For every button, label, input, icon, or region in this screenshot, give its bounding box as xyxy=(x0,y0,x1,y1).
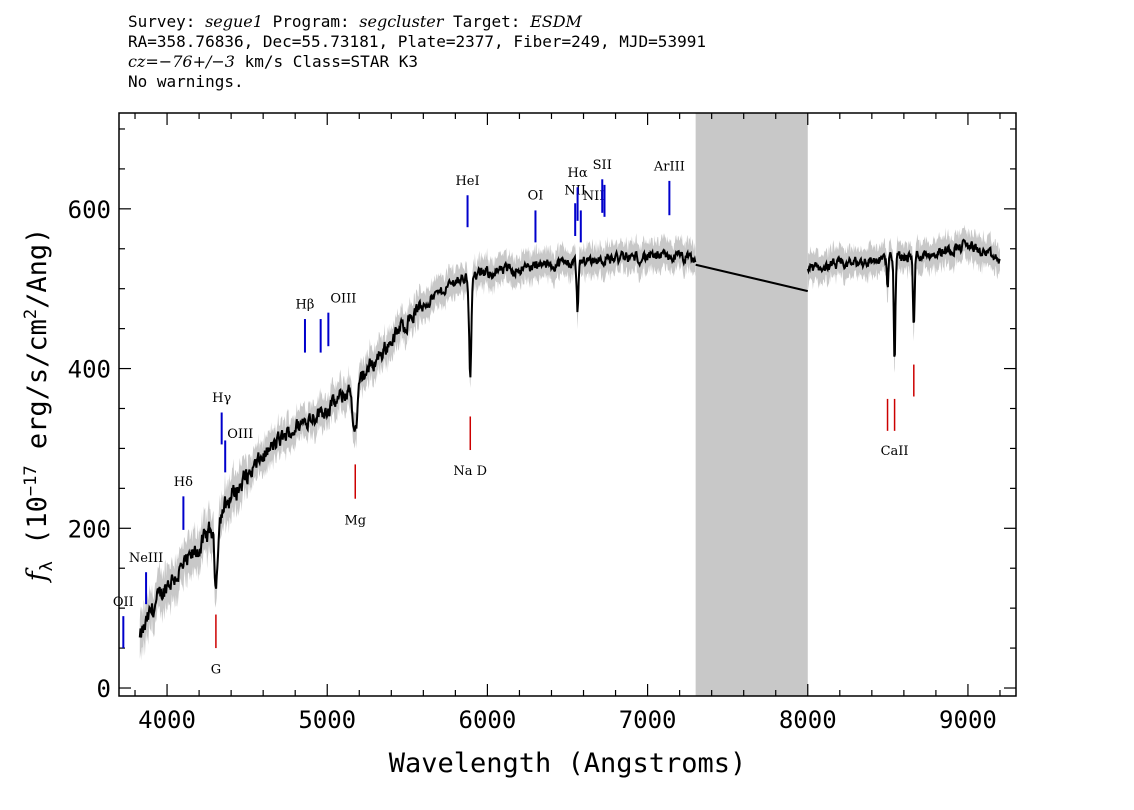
emission-line-label: Hδ xyxy=(174,475,193,490)
x-tick-label: 6000 xyxy=(459,706,517,734)
emission-line-label: NII xyxy=(564,183,586,198)
emission-line-label: NII xyxy=(583,189,605,204)
emission-line-label: SII xyxy=(593,158,612,173)
flux-line-blue xyxy=(138,248,697,638)
y-tick-label: 0 xyxy=(97,675,111,703)
survey-value: segue1 xyxy=(205,12,263,31)
survey-label: Survey: xyxy=(128,12,196,31)
y-axis-label-part3: /Ang) xyxy=(22,228,53,309)
coordinates-line: RA=358.76836, Dec=55.73181, Plate=2377, … xyxy=(128,32,706,51)
error-band-blue xyxy=(139,233,696,661)
x-tick-label: 5000 xyxy=(298,706,356,734)
y-axis-label-part1: (10 xyxy=(22,496,53,561)
y-axis-label: fλ (10−17 erg/s/cm2/Ang) xyxy=(21,228,57,584)
plot-area xyxy=(138,224,1001,661)
plot-frame xyxy=(118,112,1017,697)
y-tick-label: 600 xyxy=(68,196,111,224)
program-label: Program: xyxy=(272,12,350,31)
y-axis-label-exp: −17 xyxy=(21,465,41,496)
masked-region xyxy=(695,113,808,696)
flux-line-red xyxy=(806,238,1001,357)
emission-line-label: HeI xyxy=(455,174,479,189)
x-tick-label: 9000 xyxy=(939,706,997,734)
emission-line-label: OII xyxy=(113,595,134,610)
emission-line-label: OI xyxy=(528,188,544,203)
x-axis-label: Wavelength (Angstroms) xyxy=(389,748,747,779)
target-value: ESDM xyxy=(530,12,582,31)
y-axis-label-part2: erg/s/cm xyxy=(22,319,53,465)
absorption-line-label: G xyxy=(211,663,221,678)
warnings-text: No warnings. xyxy=(128,72,244,91)
emission-line-label: ArIII xyxy=(653,160,685,175)
emission-line-label: Hα xyxy=(568,166,588,181)
emission-line-label: Hβ xyxy=(296,298,315,313)
x-tick-label: 7000 xyxy=(619,706,677,734)
cz-value: −76+/−3 xyxy=(158,52,235,71)
x-tick-label: 8000 xyxy=(779,706,837,734)
emission-line-label: OIII xyxy=(227,427,253,442)
absorption-line-label: Na D xyxy=(453,464,487,479)
program-value: segcluster xyxy=(359,12,444,31)
target-label: Target: xyxy=(453,12,521,31)
class-text: km/s Class=STAR K3 xyxy=(234,52,418,71)
x-tick-label: 4000 xyxy=(138,706,196,734)
absorption-line-label: CaII xyxy=(881,444,909,459)
emission-line-label: OIII xyxy=(330,291,356,306)
cz-label: cz= xyxy=(128,52,159,71)
absorption-line-label: Mg xyxy=(344,513,366,528)
emission-line-label: Hγ xyxy=(212,391,231,406)
emission-line-label: NeIII xyxy=(129,551,163,566)
spectrum-header: Survey: segue1 Program: segcluster Targe… xyxy=(128,12,706,92)
gap-interpolation-line xyxy=(695,263,808,293)
y-tick-label: 400 xyxy=(68,356,111,384)
y-axis-label-exp2: 2 xyxy=(21,309,41,319)
y-tick-label: 200 xyxy=(68,515,111,543)
y-axis-label-sub: λ xyxy=(37,561,57,571)
